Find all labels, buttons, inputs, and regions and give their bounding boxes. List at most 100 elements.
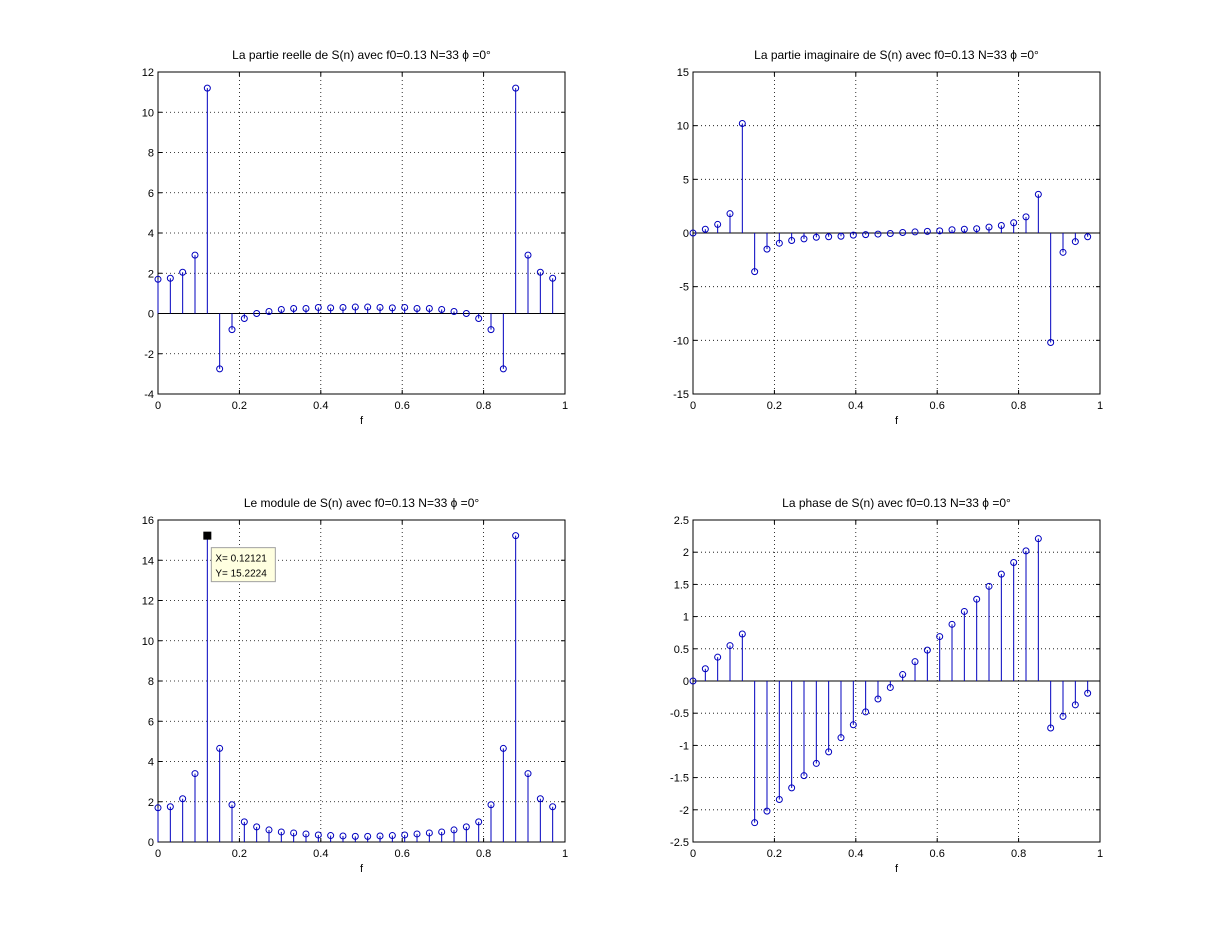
y-tick-label: 6 — [148, 188, 154, 200]
stem-marker — [874, 230, 882, 238]
chart-2: 0 0.2 0.4 0.6 0.8 1 -15 -10 -5 0 5 10 15 La partie im… — [673, 48, 1103, 427]
y-tick-label: 0 — [683, 228, 689, 240]
stem-marker — [327, 832, 335, 840]
y-tick-label: 2 — [148, 268, 154, 280]
stem-marker — [1047, 338, 1055, 346]
datatip-x: X= 0.12121 — [215, 554, 267, 565]
stem-marker — [775, 795, 783, 803]
x-axis-label: f — [895, 863, 899, 875]
stem-marker — [849, 231, 857, 239]
stem-marker — [413, 830, 421, 838]
y-tick-label: 16 — [142, 515, 154, 527]
chart-title: La partie imaginaire de S(n) avec f0=0.1… — [754, 48, 1039, 62]
chart-title: La partie reelle de S(n) avec f0=0.13 N=… — [232, 48, 491, 62]
stem-marker — [228, 801, 236, 809]
x-tick-label: 1 — [1097, 400, 1103, 412]
stem-marker — [973, 225, 981, 233]
stem-marker — [837, 232, 845, 240]
stem-marker — [154, 275, 162, 283]
y-tick-label: 4 — [148, 228, 154, 240]
stem-marker — [536, 268, 544, 276]
chart-1: 0 0.2 0.4 0.6 0.8 1 -4 -2 0 2 4 6 8 10 12 La partie ree… — [142, 48, 568, 427]
stem-marker — [936, 227, 944, 235]
stem-marker — [351, 303, 359, 311]
stem-marker — [923, 227, 931, 235]
stem-marker — [475, 315, 483, 323]
x-tick-label: 0.6 — [395, 400, 410, 412]
x-tick-label: 0.8 — [1011, 400, 1026, 412]
y-tick-label: 0.5 — [674, 644, 689, 656]
stem-marker — [401, 303, 409, 311]
stem-marker — [751, 819, 759, 827]
stem-marker — [701, 665, 709, 673]
stem-marker — [812, 759, 820, 767]
stem-marker — [240, 818, 248, 826]
stem-marker — [1071, 238, 1079, 246]
y-tick-label: -5 — [679, 282, 689, 294]
y-tick-label: -0.5 — [670, 708, 689, 720]
stem-marker — [524, 770, 532, 778]
x-tick-label: 0.8 — [476, 400, 491, 412]
stem-marker — [1010, 219, 1018, 227]
x-tick-label: 0.4 — [848, 400, 863, 412]
stem-marker — [376, 303, 384, 311]
x-tick-label: 0 — [155, 848, 161, 860]
stem-marker — [738, 630, 746, 638]
stem-marker — [985, 582, 993, 590]
x-tick-label: 0.2 — [767, 400, 782, 412]
y-tick-label: 8 — [148, 148, 154, 160]
y-tick-label: 5 — [683, 174, 689, 186]
stem-marker — [351, 832, 359, 840]
x-tick-label: 0 — [155, 400, 161, 412]
stem-marker — [1084, 233, 1092, 241]
y-tick-label: -2 — [144, 349, 154, 361]
y-tick-label: 2.5 — [674, 515, 689, 527]
stem-marker — [302, 830, 310, 838]
stem-marker — [812, 233, 820, 241]
stem-marker — [1010, 559, 1018, 567]
stem-marker — [499, 744, 507, 752]
stem-marker — [253, 310, 261, 317]
x-tick-label: 0.6 — [395, 848, 410, 860]
stem-marker — [265, 307, 273, 315]
stem-marker — [960, 607, 968, 615]
y-tick-label: 2 — [683, 547, 689, 559]
stem-marker — [253, 823, 261, 831]
y-tick-label: 10 — [142, 636, 154, 648]
y-tick-label: -2.5 — [670, 837, 689, 849]
stem-marker — [788, 784, 796, 792]
stem-marker — [862, 708, 870, 716]
x-tick-label: 1 — [562, 848, 568, 860]
x-axis-label: f — [360, 415, 364, 427]
stem-marker — [524, 251, 532, 259]
stem-marker — [689, 677, 697, 685]
stem-marker — [1047, 724, 1055, 732]
stem-marker — [837, 734, 845, 742]
stem-marker — [179, 268, 187, 276]
stem-marker — [339, 303, 347, 311]
stem-marker — [1034, 190, 1042, 198]
stem-marker — [388, 304, 396, 312]
stem-marker — [948, 226, 956, 234]
stem-marker — [1059, 248, 1067, 256]
stem-marker — [763, 245, 771, 253]
stem-marker — [751, 268, 759, 276]
stem-marker — [714, 653, 722, 661]
x-tick-label: 0.8 — [1011, 848, 1026, 860]
stem-marker — [512, 84, 520, 92]
stem-marker — [948, 620, 956, 628]
stem-marker — [738, 120, 746, 128]
stem-marker — [800, 772, 808, 780]
stem-marker — [462, 823, 470, 831]
stem-marker — [775, 239, 783, 247]
y-tick-label: 10 — [677, 121, 689, 133]
chart-title: La phase de S(n) avec f0=0.13 N=33 ϕ =0° — [782, 496, 1011, 510]
stem-marker — [714, 220, 722, 228]
stem-marker — [475, 818, 483, 826]
y-tick-label: 0 — [683, 676, 689, 688]
x-tick-label: 0.8 — [476, 848, 491, 860]
y-tick-label: 2 — [148, 797, 154, 809]
